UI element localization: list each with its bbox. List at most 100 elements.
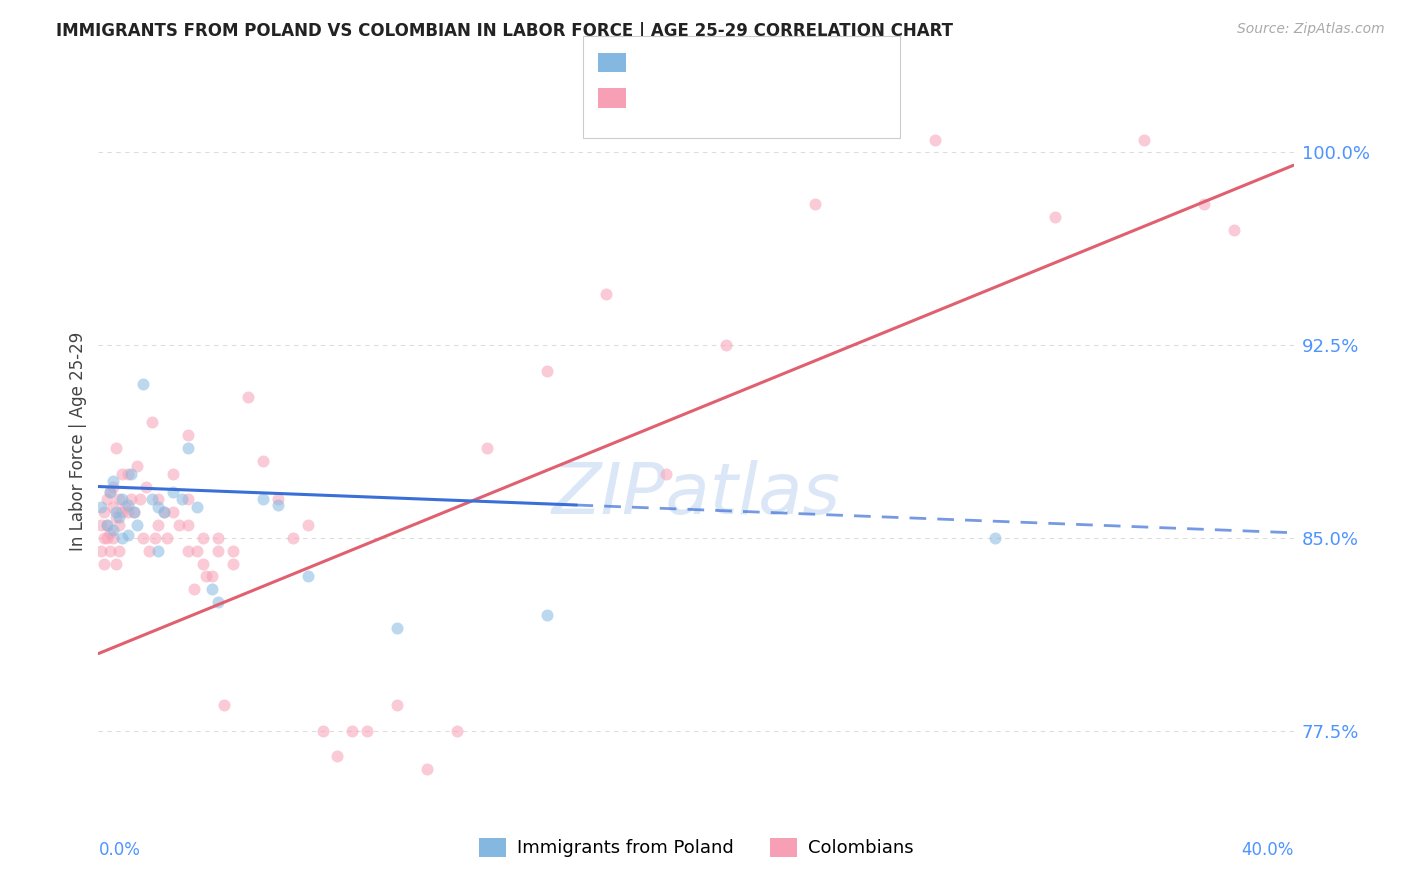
Point <box>297 569 319 583</box>
Point <box>207 595 229 609</box>
Point <box>655 467 678 481</box>
Y-axis label: In Labor Force | Age 25-29: In Labor Force | Age 25-29 <box>69 332 87 551</box>
Point <box>446 723 468 738</box>
Point <box>98 543 122 558</box>
Point <box>141 415 163 429</box>
Point <box>236 390 259 404</box>
Point <box>105 510 128 524</box>
Point <box>297 518 319 533</box>
Point <box>984 531 1007 545</box>
Point <box>141 492 163 507</box>
Point <box>93 531 115 545</box>
Point <box>132 531 155 545</box>
Point <box>177 428 200 442</box>
Point <box>96 531 118 545</box>
Point <box>1223 222 1246 236</box>
Text: -0.039: -0.039 <box>679 48 744 66</box>
Legend: Immigrants from Poland, Colombians: Immigrants from Poland, Colombians <box>471 830 921 864</box>
Text: 31: 31 <box>797 48 823 66</box>
Point <box>385 698 409 712</box>
Point <box>222 557 245 571</box>
Point <box>93 505 115 519</box>
Point <box>385 621 409 635</box>
Point <box>90 518 112 533</box>
Point <box>281 531 304 545</box>
Point <box>105 505 128 519</box>
Point <box>129 492 152 507</box>
Point <box>191 531 214 545</box>
Point <box>162 467 184 481</box>
Point <box>93 557 115 571</box>
Point <box>111 467 134 481</box>
Text: R =: R = <box>633 48 672 66</box>
Point <box>167 518 190 533</box>
Text: 0.0%: 0.0% <box>98 841 141 859</box>
Point <box>124 505 146 519</box>
Point <box>1133 132 1156 146</box>
Point <box>105 557 128 571</box>
Point <box>117 505 139 519</box>
Point <box>90 543 112 558</box>
Point <box>111 492 134 507</box>
Point <box>326 749 349 764</box>
Point <box>153 505 176 519</box>
Text: 79: 79 <box>797 84 823 102</box>
Point <box>1192 196 1215 211</box>
Text: ZIPatlas: ZIPatlas <box>551 460 841 529</box>
Point <box>98 484 122 499</box>
Point <box>143 531 166 545</box>
Point <box>108 518 131 533</box>
Point <box>804 196 827 211</box>
Point <box>207 543 229 558</box>
Point <box>127 458 149 473</box>
Point <box>1043 210 1066 224</box>
Point <box>186 500 208 514</box>
Point <box>195 569 218 583</box>
Text: 0.430: 0.430 <box>679 84 742 102</box>
Point <box>120 492 142 507</box>
Point <box>127 518 149 533</box>
Point <box>135 479 157 493</box>
Point <box>207 531 229 545</box>
Point <box>177 518 200 533</box>
Point <box>252 454 274 468</box>
Point <box>98 484 122 499</box>
Point <box>103 475 125 489</box>
Point <box>108 510 131 524</box>
Point <box>103 479 125 493</box>
Text: 40.0%: 40.0% <box>1241 841 1294 859</box>
Text: N =: N = <box>741 84 793 102</box>
Point <box>595 286 617 301</box>
Point <box>96 518 118 533</box>
Point <box>186 543 208 558</box>
Point <box>162 484 184 499</box>
Point <box>177 543 200 558</box>
Point <box>153 505 176 519</box>
Point <box>103 531 125 545</box>
Point <box>111 505 134 519</box>
Point <box>148 543 170 558</box>
Point <box>117 467 139 481</box>
Point <box>148 492 170 507</box>
Point <box>156 531 179 545</box>
Text: N =: N = <box>741 48 793 66</box>
Text: IMMIGRANTS FROM POLAND VS COLOMBIAN IN LABOR FORCE | AGE 25-29 CORRELATION CHART: IMMIGRANTS FROM POLAND VS COLOMBIAN IN L… <box>56 22 953 40</box>
Point <box>117 498 139 512</box>
Text: Source: ZipAtlas.com: Source: ZipAtlas.com <box>1237 22 1385 37</box>
Point <box>124 505 146 519</box>
Point <box>191 557 214 571</box>
Point <box>222 543 245 558</box>
Point <box>105 441 128 455</box>
Point <box>90 500 112 514</box>
Point <box>103 523 125 537</box>
Point <box>172 492 194 507</box>
Point <box>98 525 122 540</box>
Point <box>201 582 224 597</box>
Point <box>342 723 364 738</box>
Point <box>475 441 498 455</box>
Point <box>96 492 118 507</box>
Point <box>148 500 170 514</box>
Point <box>177 441 200 455</box>
Point <box>416 762 439 776</box>
Point <box>132 376 155 391</box>
